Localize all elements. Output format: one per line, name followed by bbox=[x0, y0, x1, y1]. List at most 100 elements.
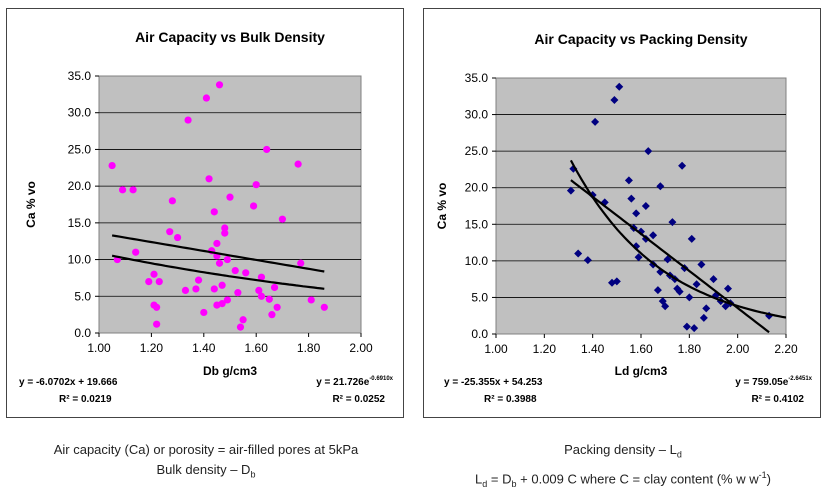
data-point bbox=[218, 300, 226, 308]
data-points bbox=[108, 81, 328, 331]
data-point bbox=[118, 186, 127, 194]
data-point bbox=[223, 255, 231, 264]
caption-right-line1: Packing density – Ld bbox=[423, 440, 823, 465]
x-axis-label: Ld g/cm3 bbox=[615, 364, 668, 378]
data-point bbox=[656, 182, 665, 191]
caption-right-line2-d: ) bbox=[766, 470, 771, 486]
r-squared-linear: R² = 0.3988 bbox=[484, 394, 537, 405]
data-point bbox=[294, 160, 302, 168]
chart-air-capacity-vs-bulk-density: Air Capacity vs Bulk Density 0.0 5.0 10.0 15… bbox=[6, 8, 404, 418]
x-tick-label: 1.00 bbox=[87, 341, 111, 355]
y-tick-label: 20.0 bbox=[465, 181, 489, 195]
data-point bbox=[615, 82, 624, 91]
x-tick-label: 1.40 bbox=[581, 342, 605, 356]
data-point bbox=[194, 276, 203, 284]
data-point bbox=[583, 256, 592, 265]
data-point bbox=[218, 281, 226, 289]
data-point bbox=[153, 303, 161, 311]
data-point bbox=[263, 145, 271, 154]
y-tick-label: 35.0 bbox=[465, 71, 489, 85]
equation-exponential-base: y = 759.05e bbox=[735, 377, 789, 388]
data-point bbox=[150, 270, 158, 278]
data-point bbox=[663, 255, 672, 264]
data-point bbox=[278, 215, 286, 223]
data-point bbox=[108, 161, 116, 170]
x-tick-label: 1.20 bbox=[140, 341, 164, 355]
trendline-exponential bbox=[569, 159, 786, 319]
trendline-linear bbox=[111, 234, 325, 273]
data-point bbox=[702, 304, 711, 313]
data-point bbox=[234, 289, 242, 297]
caption-right-line1-sub: d bbox=[676, 449, 682, 460]
data-point bbox=[200, 308, 208, 317]
x-tick-label: 2.00 bbox=[349, 341, 373, 355]
data-point bbox=[653, 286, 662, 295]
chart-title: Air Capacity vs Bulk Density bbox=[135, 29, 325, 45]
data-point bbox=[242, 269, 250, 277]
chart-title: Air Capacity vs Packing Density bbox=[534, 31, 747, 47]
caption-right-line2-b: = D bbox=[487, 470, 512, 486]
data-point bbox=[184, 116, 192, 124]
data-point bbox=[627, 194, 636, 203]
caption-right-line2-c: + 0.009 C where C = clay content (% w w bbox=[516, 470, 759, 486]
y-tick-label: 15.0 bbox=[465, 217, 489, 231]
data-point bbox=[153, 320, 161, 328]
data-points bbox=[566, 82, 786, 334]
data-point bbox=[174, 233, 182, 242]
data-point bbox=[129, 186, 137, 194]
data-point bbox=[661, 302, 670, 311]
trendline-linear bbox=[570, 179, 770, 334]
data-point bbox=[145, 278, 153, 286]
data-point bbox=[132, 248, 140, 256]
y-tick-label: 5.0 bbox=[471, 290, 488, 304]
x-tick-label: 1.60 bbox=[629, 342, 653, 356]
equation-exponential-exponent: -0.6910x bbox=[369, 376, 393, 382]
data-point bbox=[257, 292, 266, 300]
y-tick-label: 0.0 bbox=[74, 326, 91, 340]
data-point bbox=[215, 259, 224, 267]
data-point bbox=[610, 95, 619, 104]
data-point bbox=[566, 186, 575, 195]
y-tick-label: 35.0 bbox=[68, 69, 92, 83]
data-point bbox=[682, 322, 691, 331]
equation-linear: y = -25.355x + 54.253 bbox=[444, 377, 543, 388]
data-point bbox=[692, 280, 701, 289]
data-point bbox=[215, 81, 224, 89]
caption-left-line2: Bulk density – Db bbox=[6, 460, 406, 485]
r-squared-linear: R² = 0.0219 bbox=[59, 394, 112, 405]
data-point bbox=[181, 286, 190, 295]
r-squared-exponential: R² = 0.4102 bbox=[751, 394, 804, 405]
data-point bbox=[205, 175, 213, 183]
data-point bbox=[226, 193, 234, 201]
plot-area bbox=[98, 75, 362, 334]
equation-exponential-base: y = 21.726e bbox=[316, 377, 370, 388]
y-tick-label: 10.0 bbox=[465, 254, 489, 268]
caption-left-line2-sub: b bbox=[250, 469, 256, 480]
data-point bbox=[265, 295, 273, 303]
data-point bbox=[624, 176, 633, 185]
data-point bbox=[221, 224, 229, 232]
data-point bbox=[307, 296, 315, 304]
r-squared-exponential: R² = 0.0252 bbox=[332, 394, 385, 405]
data-point bbox=[721, 302, 730, 311]
y-tick-label: 20.0 bbox=[68, 179, 92, 193]
data-point bbox=[257, 273, 266, 281]
equation-exponential: y = 21.726e-0.6910x bbox=[316, 376, 393, 388]
x-tick-label: 1.00 bbox=[484, 342, 508, 356]
data-point bbox=[239, 316, 247, 324]
data-point bbox=[687, 234, 696, 243]
data-point bbox=[297, 259, 305, 267]
data-point bbox=[192, 285, 200, 293]
data-point bbox=[231, 266, 239, 275]
data-point bbox=[668, 218, 677, 227]
y-tick-label: 30.0 bbox=[68, 106, 92, 120]
y-tick-label: 10.0 bbox=[68, 253, 92, 267]
data-point bbox=[252, 181, 260, 189]
data-point bbox=[270, 283, 279, 292]
y-tick-label: 15.0 bbox=[68, 216, 92, 230]
data-point bbox=[155, 278, 163, 286]
data-point bbox=[724, 284, 732, 293]
data-point bbox=[612, 277, 621, 286]
chart-air-capacity-vs-packing-density: Air Capacity vs Packing Density 0.0 5.0 10.… bbox=[423, 8, 821, 418]
data-point bbox=[649, 231, 658, 240]
